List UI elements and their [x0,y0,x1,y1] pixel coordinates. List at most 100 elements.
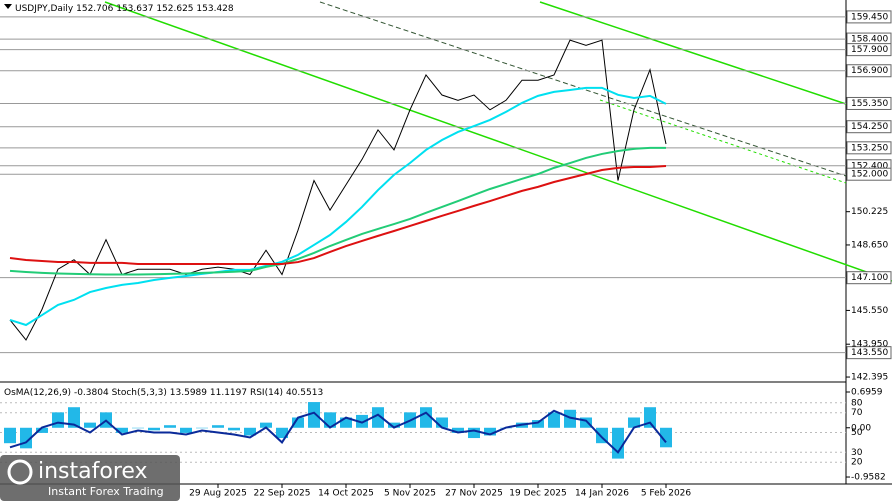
y-tick-label: 150.225 [851,207,888,217]
osma-bar [308,402,320,428]
y-tick-label: 145.550 [851,306,888,316]
osma-bar [116,427,128,433]
y-tick-label: 143.950 [851,340,888,350]
osma-bar [276,427,288,439]
rsi-label: RSI(14) [250,388,283,398]
osma-bar [452,427,464,433]
symbol: USDJPY,Daily [15,4,74,14]
y-tick-label: 148.650 [851,240,888,250]
osma-bar [68,407,80,428]
osma-bar [148,427,160,431]
osma-bar [4,427,16,444]
x-tick-label: 14 Oct 2025 [318,489,374,499]
osma-bar [292,417,304,428]
trend-line [539,1,847,105]
level-label-box [846,64,892,78]
trend-line [599,99,847,184]
osma-bar [84,422,96,428]
logo-name: instaforex [38,459,148,484]
level-label: 152.400 [851,161,888,171]
y2-tick-label: 20 [851,458,863,468]
osma-bar [468,427,480,439]
price-line [9,39,667,341]
y-tick-label: 142.395 [851,373,888,383]
y-tick-label: -0.9582 [851,473,886,483]
level-label-box [846,43,892,57]
osma-bar [212,425,224,428]
level-label: 143.550 [851,348,888,358]
moving-average [9,164,667,265]
y2-tick-label: 50 [851,428,863,438]
level-label-box [846,96,892,110]
trend-line [104,1,892,282]
osma-bar [52,412,64,428]
level-label: 156.900 [851,66,888,76]
x-tick-label: 5 Feb 2026 [641,489,692,499]
low-price: 152.625 [156,4,193,14]
osma-bar [532,420,544,428]
level-label-box [846,271,892,285]
logo: instaforex Instant Forex Trading [0,455,180,501]
osma-bar [484,427,496,436]
osma-bar [36,427,48,433]
logo-icon [7,459,33,485]
y2-tick-label: 80 [851,398,863,408]
stoch-value: 13.5989 [170,388,207,398]
osma-bar [548,412,560,428]
rsi-value: 40.5513 [286,388,323,398]
osma-bar [260,422,272,428]
trend-line [319,1,847,177]
osma-value: -0.3804 [74,388,109,398]
level-label-box [846,346,892,360]
level-label: 147.100 [851,273,888,283]
level-label-box [846,141,892,155]
level-label: 157.900 [851,45,888,55]
osma-bar [356,414,368,428]
y2-tick-label: 30 [851,448,863,458]
rsi-line [9,409,667,454]
stoch-signal: 11.1197 [210,388,247,398]
level-label-box [846,120,892,134]
symbol-dropdown[interactable] [4,4,12,9]
osma-bar [164,425,176,428]
osma-bar [340,417,352,428]
osma-bar [372,407,384,428]
osma-bar [436,417,448,428]
level-label: 153.250 [851,143,888,153]
osma-bar [244,427,256,436]
osma-bar [132,427,144,429]
x-tick-label: 19 Dec 2025 [509,489,567,499]
level-label: 155.350 [851,99,888,109]
x-tick-label: 27 Nov 2025 [445,489,503,499]
moving-average [9,146,666,276]
level-label-box [846,167,892,181]
x-tick-label: 5 Nov 2025 [384,489,436,499]
osma-label: OsMA(12,26,9) [4,388,71,398]
y2-tick-label: 70 [851,408,863,418]
level-label: 152.000 [851,170,888,180]
level-label-box [846,10,892,24]
osma-bar [420,407,432,428]
x-tick-label: 22 Sep 2025 [253,489,310,499]
osma-bar [180,427,192,433]
osma-bar [564,409,576,428]
stoch-label: Stoch(5,3,3) [112,388,167,398]
close-price: 153.428 [196,4,233,14]
osma-bar [196,427,208,429]
osma-bar [228,427,240,431]
y-tick-label: 0.6959 [851,388,883,398]
osma-bar [388,422,400,428]
level-label: 159.450 [851,12,888,22]
osma-bar [612,427,624,459]
logo-tagline: Instant Forex Trading [48,485,164,498]
high-price: 153.637 [116,4,153,14]
osma-bar [660,427,672,448]
y-tick-label: 0.00 [851,423,871,433]
indicator-header: OsMA(12,26,9) -0.3804 Stoch(5,3,3) 13.59… [4,388,323,398]
logo-box [0,455,180,501]
osma-bar [580,417,592,428]
level-label: 154.250 [851,122,888,132]
open-price: 152.706 [76,4,113,14]
